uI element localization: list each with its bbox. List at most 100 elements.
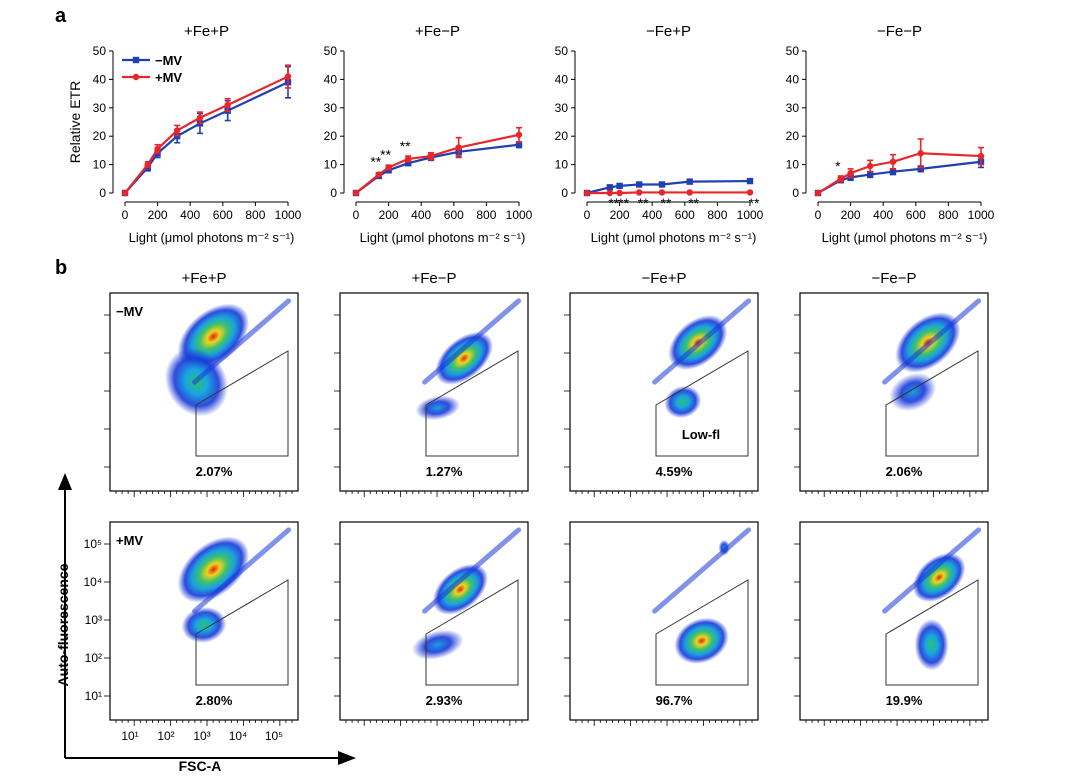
cell-streak	[192, 527, 292, 614]
x-tick-label: 200	[610, 208, 630, 222]
x-tick-label: 800	[476, 208, 496, 222]
gate-polygon	[195, 350, 289, 457]
data-point	[606, 184, 614, 191]
gate-percentage: 2.93%	[426, 693, 463, 708]
y-log-tick-label: 10²	[85, 651, 102, 665]
cell-density-cloud	[914, 619, 949, 671]
cell-density-cloud	[181, 606, 227, 643]
data-point	[515, 131, 523, 138]
cell-density-cloud	[412, 629, 464, 660]
x-tick-label: 800	[707, 208, 727, 222]
y-tick-label: 40	[786, 72, 800, 86]
data-point	[917, 165, 924, 173]
x-tick-label: 1000	[275, 208, 302, 222]
x-axis-arrow	[65, 751, 356, 765]
y-tick-label: 50	[324, 44, 338, 58]
data-point	[173, 127, 181, 134]
data-point	[746, 177, 754, 185]
etr-chart-4: −Fe−P 0 10 20 30 40 50 0 200 400 600 800 1000 Light (…	[786, 23, 995, 245]
cell-density-cloud	[912, 552, 966, 603]
data-point	[515, 141, 523, 148]
significance-mark: **	[749, 195, 760, 211]
row-label: −MV	[116, 304, 143, 319]
gate-polygon	[655, 579, 749, 686]
legend-label: +MV	[155, 70, 182, 85]
significance-mark: **	[380, 146, 391, 162]
gate-polygon	[195, 579, 289, 686]
y-tick-label: 30	[555, 101, 569, 115]
data-point	[658, 181, 666, 188]
x-tick-label: 400	[642, 208, 662, 222]
data-point	[144, 161, 152, 168]
y-tick-label: 40	[555, 72, 569, 86]
gate-polygon	[885, 579, 979, 686]
y-tick-label: 50	[555, 44, 569, 58]
cell-density-cloud	[664, 385, 702, 419]
x-axis-label: Light (μmol photons m⁻² s⁻¹)	[129, 230, 295, 245]
panel-b-letter: b	[55, 257, 67, 279]
gate-label: Low-fl	[682, 427, 720, 442]
significance-mark: **	[608, 195, 619, 211]
data-point	[866, 171, 874, 178]
x-tick-label: 0	[584, 208, 591, 222]
panel-a-letter: a	[55, 5, 67, 27]
significance-mark: **	[370, 154, 381, 170]
data-point	[746, 189, 754, 196]
series-line-minus-mv	[124, 81, 289, 194]
etr-chart-2: +Fe−P 0 10 20 30 40 50 0 200 400 600 800 1000 Light (…	[324, 23, 533, 245]
flow-plot-r2-c1: 2.80% +MV	[104, 521, 299, 726]
gate-percentage: 4.59%	[656, 464, 693, 479]
y-tick-label: 40	[93, 72, 107, 86]
data-point	[889, 158, 897, 165]
gate-percentage: 96.7%	[656, 693, 693, 708]
data-point	[352, 189, 360, 197]
data-point	[686, 189, 693, 196]
plot-frame	[339, 292, 529, 492]
gate-percentage: 19.9%	[886, 693, 923, 708]
y-tick-label: 50	[786, 44, 800, 58]
x-tick-label: 200	[379, 208, 399, 222]
x-tick-label: 800	[938, 208, 958, 222]
data-point	[977, 152, 985, 160]
gate-polygon	[655, 350, 749, 457]
y-tick-label: 0	[561, 186, 568, 200]
x-log-tick-label: 10¹	[121, 729, 138, 743]
x-tick-label: 1000	[737, 208, 764, 222]
data-point	[847, 169, 854, 177]
cell-streak	[652, 298, 752, 385]
plot-frame	[799, 521, 989, 721]
etr-chart-3: −Fe+P 0 10 20 30 40 50 0 200 400 600 800 1000 Light (…	[555, 23, 764, 245]
x-log-tick-label: 10²	[157, 729, 174, 743]
x-log-tick-label: 10⁴	[229, 729, 248, 743]
data-point	[154, 145, 161, 153]
data-point	[635, 181, 643, 188]
data-point	[196, 114, 204, 121]
x-tick-label: 400	[180, 208, 200, 222]
y-tick-label: 10	[555, 158, 569, 172]
y-tick-label: 30	[786, 101, 800, 115]
data-point	[606, 189, 614, 197]
cell-streak	[882, 298, 982, 385]
x-tick-label: 800	[245, 208, 265, 222]
significance-mark: *	[835, 158, 841, 174]
y-tick-label: 20	[555, 129, 569, 143]
flow-plot-r1-c3: 4.59% −Fe+P Low-fl	[564, 270, 759, 497]
y-axis-label: Relative ETR	[67, 81, 83, 163]
y-tick-label: 0	[792, 186, 799, 200]
legend-marker	[132, 56, 140, 64]
data-point	[455, 144, 462, 151]
flow-plot-r2-c3: 96.7%	[564, 521, 759, 726]
x-log-tick-label: 10³	[193, 729, 210, 743]
y-tick-label: 20	[93, 129, 107, 143]
column-title: +Fe+P	[181, 270, 226, 287]
data-point	[427, 152, 435, 160]
data-point	[814, 189, 822, 197]
x-tick-label: 200	[841, 208, 861, 222]
data-point	[686, 178, 693, 185]
data-point	[385, 164, 392, 171]
data-point	[404, 155, 412, 163]
significance-mark: **	[638, 195, 649, 211]
data-point	[837, 175, 845, 182]
